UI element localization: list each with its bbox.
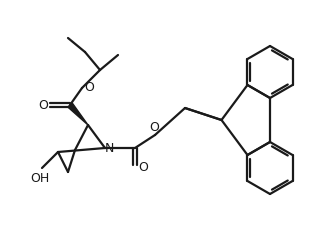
- Text: OH: OH: [31, 172, 50, 184]
- Text: O: O: [149, 121, 159, 134]
- Text: N: N: [104, 142, 114, 155]
- Text: O: O: [38, 98, 48, 111]
- Text: O: O: [138, 160, 148, 173]
- Text: O: O: [84, 81, 94, 94]
- Polygon shape: [68, 103, 88, 125]
